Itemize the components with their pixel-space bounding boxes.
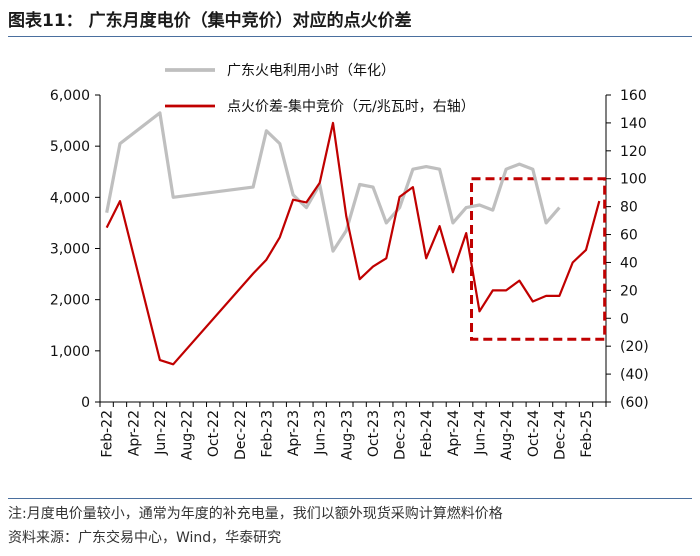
right-axis-tick-label: 160 — [620, 88, 647, 104]
x-axis-tick-label: Jun-24 — [473, 410, 489, 456]
right-axis-tick-label: 80 — [620, 200, 638, 216]
x-axis-tick-label: Feb-25 — [579, 410, 595, 458]
right-axis-tick-label: (40) — [620, 367, 649, 383]
chart-title: 图表11： 广东月度电价（集中竞价）对应的点火价差 — [8, 11, 412, 31]
right-axis-tick-label: 120 — [620, 144, 647, 160]
right-axis-tick-label: 60 — [620, 228, 638, 244]
x-axis-tick-label: Aug-22 — [180, 410, 196, 460]
right-axis-tick-label: 40 — [620, 255, 638, 271]
left-axis-tick-label: 4,000 — [50, 190, 90, 206]
right-axis-tick-label: (60) — [620, 395, 649, 411]
x-axis-tick-label: Dec-24 — [552, 410, 568, 460]
legend-label: 广东火电利用小时（年化） — [227, 63, 395, 79]
chart-note: 注:月度电价量较小，通常为年度的补充电量，我们以额外现货采购计算燃料价格 — [8, 506, 503, 522]
x-axis-tick-label: Dec-23 — [393, 410, 409, 460]
title-divider — [8, 36, 692, 37]
right-axis-tick-label: 140 — [620, 116, 647, 132]
legend: 广东火电利用小时（年化） 点火价差-集中竞价（元/兆瓦时，右轴） — [165, 63, 475, 115]
chart-canvas: 0 1,000 2,000 3,000 4,000 5,000 6,000 (60) (40) (… — [50, 63, 649, 460]
spark-spread-line — [105, 121, 601, 366]
left-axis-tick-label: 2,000 — [50, 293, 90, 309]
x-axis-tick-label: Apr-23 — [286, 410, 302, 456]
x-axis-tick-label: Dec-22 — [233, 410, 249, 460]
x-axis-tick-label: Oct-23 — [366, 410, 382, 457]
x-axis-tick-label: Aug-24 — [499, 410, 515, 460]
x-axis-tick-label: Feb-24 — [419, 410, 435, 458]
right-axis-tick-label: 20 — [620, 283, 638, 299]
right-axis-tick-label: (20) — [620, 339, 649, 355]
left-axis-tick-label: 5,000 — [50, 139, 90, 155]
left-axis-tick-label: 0 — [81, 395, 90, 411]
x-axis-tick-label: Feb-23 — [259, 410, 275, 458]
left-axis-tick-label: 6,000 — [50, 88, 90, 104]
x-axis-tick-label: Oct-22 — [206, 410, 222, 457]
highlight-dashed-box — [470, 177, 607, 341]
right-axis-tick-label: 100 — [620, 172, 647, 188]
utilization-hours-line — [105, 111, 561, 253]
axes: 0 1,000 2,000 3,000 4,000 5,000 6,000 (60) (40) (… — [50, 88, 649, 460]
x-axis-tick-label: Apr-22 — [126, 410, 142, 456]
data-source: 资料来源：广东交易中心，Wind，华泰研究 — [8, 530, 282, 546]
x-axis-tick-label: Oct-24 — [526, 410, 542, 457]
x-axis-tick-label: Aug-23 — [339, 410, 355, 460]
footer-divider — [8, 498, 692, 499]
x-axis-tick-label: Jun-23 — [313, 410, 329, 456]
x-axis-tick-label: Feb-22 — [100, 410, 116, 458]
series-layer — [105, 111, 607, 366]
x-axis-tick-label: Jun-22 — [153, 410, 169, 456]
legend-label: 点火价差-集中竞价（元/兆瓦时，右轴） — [227, 98, 475, 115]
x-axis-tick-label: Apr-24 — [446, 410, 462, 456]
left-axis-tick-label: 1,000 — [50, 344, 90, 360]
left-axis-tick-label: 3,000 — [50, 242, 90, 258]
right-axis-tick-label: 0 — [620, 311, 629, 327]
